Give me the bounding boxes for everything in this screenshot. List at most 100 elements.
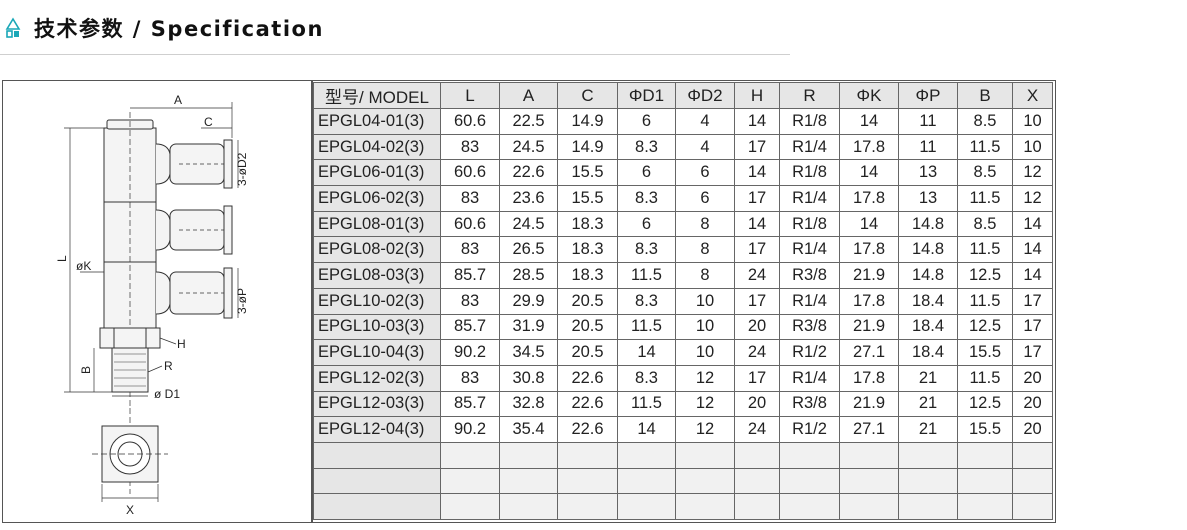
- value-cell: 17: [1012, 313, 1053, 341]
- model-cell: EPGL08-02(3): [313, 236, 441, 264]
- value-cell: R3/8: [779, 313, 840, 341]
- column-header: C: [557, 82, 618, 109]
- empty-cell: [440, 467, 500, 495]
- table-row: EPGL06-02(3) 83 23.6 15.5 8.3 6 17 R1/4 17.8 13 11…: [313, 185, 1053, 212]
- dim-label-d2: 3-øD2: [235, 152, 249, 186]
- fitting-bottom: [155, 267, 233, 319]
- value-cell: R1/8: [779, 210, 840, 238]
- table-row: EPGL10-04(3) 90.2 34.5 20.5 14 10 24 R1/2 27.1 18…: [313, 339, 1053, 366]
- value-cell: 35.4: [499, 416, 558, 443]
- value-cell: 18.3: [557, 210, 618, 238]
- value-cell: 29.9: [499, 287, 558, 315]
- empty-cell: [839, 441, 899, 469]
- model-cell: EPGL10-04(3): [313, 339, 441, 366]
- value-cell: 90.2: [440, 416, 500, 443]
- empty-cell: [898, 493, 958, 520]
- table-row: EPGL10-02(3) 83 29.9 20.5 8.3 10 17 R1/4 17.8 18.…: [313, 287, 1053, 315]
- value-cell: 11.5: [957, 364, 1013, 392]
- value-cell: 18.4: [898, 339, 958, 366]
- column-header: B: [957, 82, 1013, 109]
- dim-label-x: X: [126, 503, 134, 517]
- column-header: 型号/ MODEL: [313, 82, 441, 109]
- value-cell: 14.9: [557, 108, 618, 135]
- value-cell: 83: [440, 236, 500, 264]
- value-cell: 17: [734, 133, 780, 161]
- value-cell: 11.5: [957, 287, 1013, 315]
- empty-cell: [499, 441, 558, 469]
- column-header: ΦP: [898, 82, 958, 109]
- value-cell: 20.5: [557, 339, 618, 366]
- value-cell: 14: [734, 159, 780, 187]
- column-header: ΦD1: [617, 82, 676, 109]
- empty-cell: [440, 441, 500, 469]
- value-cell: 26.5: [499, 236, 558, 264]
- value-cell: 27.1: [839, 416, 899, 443]
- value-cell: 15.5: [957, 416, 1013, 443]
- empty-cell: [617, 467, 676, 495]
- value-cell: 14: [1012, 236, 1053, 264]
- dim-label-a: A: [174, 93, 182, 107]
- value-cell: 11.5: [617, 313, 676, 341]
- empty-cell: [957, 467, 1013, 495]
- empty-row: [313, 441, 1053, 469]
- value-cell: 12.5: [957, 390, 1013, 418]
- value-cell: 8.3: [617, 185, 676, 212]
- value-cell: 8.3: [617, 236, 676, 264]
- empty-cell: [617, 493, 676, 520]
- value-cell: 31.9: [499, 313, 558, 341]
- column-header: X: [1012, 82, 1053, 109]
- value-cell: 32.8: [499, 390, 558, 418]
- value-cell: 11: [898, 133, 958, 161]
- table-row: EPGL08-01(3) 60.6 24.5 18.3 6 8 14 R1/8 14 14.8 8.…: [313, 210, 1053, 238]
- value-cell: 83: [440, 185, 500, 212]
- empty-cell: [557, 467, 618, 495]
- model-cell: EPGL12-04(3): [313, 416, 441, 443]
- column-header: ΦD2: [675, 82, 735, 109]
- value-cell: 20: [734, 313, 780, 341]
- value-cell: 8.3: [617, 133, 676, 161]
- value-cell: 13: [898, 185, 958, 212]
- value-cell: 22.5: [499, 108, 558, 135]
- model-cell: EPGL06-01(3): [313, 159, 441, 187]
- column-header: ΦK: [839, 82, 899, 109]
- value-cell: 22.6: [557, 416, 618, 443]
- value-cell: 10: [1012, 108, 1053, 135]
- value-cell: 14: [1012, 210, 1053, 238]
- column-header: L: [440, 82, 500, 109]
- value-cell: 60.6: [440, 108, 500, 135]
- value-cell: 20.5: [557, 287, 618, 315]
- value-cell: R1/2: [779, 416, 840, 443]
- empty-cell: [675, 441, 735, 469]
- value-cell: 10: [675, 339, 735, 366]
- value-cell: 12.5: [957, 313, 1013, 341]
- table-row: EPGL08-02(3) 83 26.5 18.3 8.3 8 17 R1/4 17.8 14.8…: [313, 236, 1053, 264]
- table-row: EPGL12-02(3) 83 30.8 22.6 8.3 12 17 R1/4 17.8 21 1…: [313, 364, 1053, 392]
- value-cell: 17: [1012, 287, 1053, 315]
- value-cell: 24.5: [499, 210, 558, 238]
- value-cell: 22.6: [499, 159, 558, 187]
- empty-cell: [898, 441, 958, 469]
- value-cell: R1/4: [779, 133, 840, 161]
- table-row: EPGL06-01(3) 60.6 22.6 15.5 6 6 14 R1/8 14 13 8.5 1…: [313, 159, 1053, 187]
- value-cell: 85.7: [440, 390, 500, 418]
- value-cell: 30.8: [499, 364, 558, 392]
- value-cell: 17: [734, 364, 780, 392]
- value-cell: 24: [734, 416, 780, 443]
- value-cell: 14: [734, 108, 780, 135]
- table-row: EPGL04-02(3) 83 24.5 14.9 8.3 4 17 R1/4 17.8 11 11…: [313, 133, 1053, 161]
- value-cell: 15.5: [557, 185, 618, 212]
- value-cell: 8: [675, 210, 735, 238]
- empty-cell: [839, 493, 899, 520]
- value-cell: 15.5: [957, 339, 1013, 366]
- value-cell: 6: [617, 210, 676, 238]
- section-header: 技术参数 / Specification: [4, 12, 324, 44]
- table-row: EPGL04-01(3) 60.6 22.5 14.9 6 4 14 R1/8 14 11 8.5 1…: [313, 108, 1053, 135]
- value-cell: 14: [617, 416, 676, 443]
- empty-cell: [557, 441, 618, 469]
- dim-label-d1: ø D1: [154, 387, 180, 401]
- value-cell: 8: [675, 236, 735, 264]
- empty-cell: [779, 493, 840, 520]
- value-cell: R1/4: [779, 185, 840, 212]
- value-cell: 15.5: [557, 159, 618, 187]
- value-cell: 17: [734, 185, 780, 212]
